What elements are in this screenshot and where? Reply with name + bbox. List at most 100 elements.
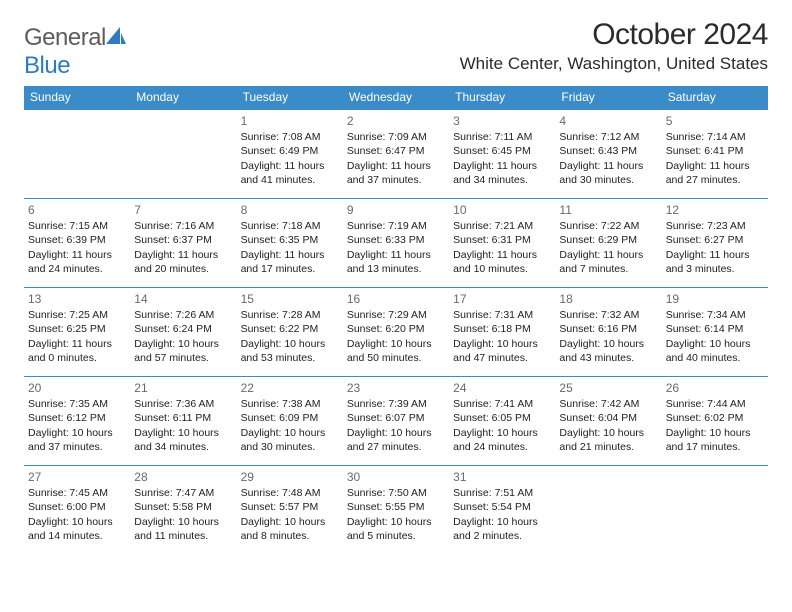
sunset-text: Sunset: 6:49 PM: [241, 144, 338, 158]
day-cell: 26Sunrise: 7:44 AMSunset: 6:02 PMDayligh…: [662, 377, 768, 465]
day-number: 15: [241, 291, 338, 307]
daylight-text: Daylight: 11 hours and 17 minutes.: [241, 248, 338, 276]
empty-cell: [130, 110, 236, 198]
title-block: October 2024 White Center, Washington, U…: [460, 18, 768, 74]
weekday-thursday: Thursday: [449, 86, 555, 109]
daylight-text: Daylight: 10 hours and 27 minutes.: [347, 426, 444, 454]
daylight-text: Daylight: 11 hours and 24 minutes.: [28, 248, 125, 276]
weekday-saturday: Saturday: [662, 86, 768, 109]
daylight-text: Daylight: 10 hours and 17 minutes.: [666, 426, 763, 454]
day-number: 10: [453, 202, 550, 218]
day-cell: 27Sunrise: 7:45 AMSunset: 6:00 PMDayligh…: [24, 466, 130, 554]
sunset-text: Sunset: 6:09 PM: [241, 411, 338, 425]
sunset-text: Sunset: 6:11 PM: [134, 411, 231, 425]
daylight-text: Daylight: 10 hours and 30 minutes.: [241, 426, 338, 454]
logo-text: GeneralBlue: [24, 24, 126, 80]
day-cell: 31Sunrise: 7:51 AMSunset: 5:54 PMDayligh…: [449, 466, 555, 554]
sunrise-text: Sunrise: 7:51 AM: [453, 486, 550, 500]
day-number: 23: [347, 380, 444, 396]
day-cell: 11Sunrise: 7:22 AMSunset: 6:29 PMDayligh…: [555, 199, 661, 287]
sunrise-text: Sunrise: 7:28 AM: [241, 308, 338, 322]
sunset-text: Sunset: 6:04 PM: [559, 411, 656, 425]
daylight-text: Daylight: 11 hours and 13 minutes.: [347, 248, 444, 276]
empty-cell: [662, 466, 768, 554]
sunrise-text: Sunrise: 7:31 AM: [453, 308, 550, 322]
daylight-text: Daylight: 10 hours and 50 minutes.: [347, 337, 444, 365]
logo-text-grey: General: [24, 24, 106, 51]
day-number: 19: [666, 291, 763, 307]
sunrise-text: Sunrise: 7:38 AM: [241, 397, 338, 411]
day-number: 21: [134, 380, 231, 396]
week-row: 27Sunrise: 7:45 AMSunset: 6:00 PMDayligh…: [24, 465, 768, 554]
sunrise-text: Sunrise: 7:35 AM: [28, 397, 125, 411]
sunset-text: Sunset: 6:41 PM: [666, 144, 763, 158]
daylight-text: Daylight: 11 hours and 0 minutes.: [28, 337, 125, 365]
daylight-text: Daylight: 11 hours and 41 minutes.: [241, 159, 338, 187]
day-cell: 4Sunrise: 7:12 AMSunset: 6:43 PMDaylight…: [555, 110, 661, 198]
daylight-text: Daylight: 10 hours and 40 minutes.: [666, 337, 763, 365]
calendar-grid: SundayMondayTuesdayWednesdayThursdayFrid…: [24, 86, 768, 554]
day-number: 22: [241, 380, 338, 396]
day-cell: 25Sunrise: 7:42 AMSunset: 6:04 PMDayligh…: [555, 377, 661, 465]
sunset-text: Sunset: 6:00 PM: [28, 500, 125, 514]
day-number: 24: [453, 380, 550, 396]
sunrise-text: Sunrise: 7:34 AM: [666, 308, 763, 322]
day-cell: 1Sunrise: 7:08 AMSunset: 6:49 PMDaylight…: [237, 110, 343, 198]
sunset-text: Sunset: 6:05 PM: [453, 411, 550, 425]
calendar-page: GeneralBlue October 2024 White Center, W…: [0, 0, 792, 554]
sunrise-text: Sunrise: 7:14 AM: [666, 130, 763, 144]
week-row: 20Sunrise: 7:35 AMSunset: 6:12 PMDayligh…: [24, 376, 768, 465]
day-cell: 9Sunrise: 7:19 AMSunset: 6:33 PMDaylight…: [343, 199, 449, 287]
weeks-container: 1Sunrise: 7:08 AMSunset: 6:49 PMDaylight…: [24, 109, 768, 554]
sunset-text: Sunset: 6:31 PM: [453, 233, 550, 247]
week-row: 1Sunrise: 7:08 AMSunset: 6:49 PMDaylight…: [24, 109, 768, 198]
daylight-text: Daylight: 10 hours and 57 minutes.: [134, 337, 231, 365]
day-cell: 6Sunrise: 7:15 AMSunset: 6:39 PMDaylight…: [24, 199, 130, 287]
day-number: 20: [28, 380, 125, 396]
daylight-text: Daylight: 10 hours and 43 minutes.: [559, 337, 656, 365]
sunrise-text: Sunrise: 7:19 AM: [347, 219, 444, 233]
sunrise-text: Sunrise: 7:23 AM: [666, 219, 763, 233]
sunrise-text: Sunrise: 7:25 AM: [28, 308, 125, 322]
sunset-text: Sunset: 6:35 PM: [241, 233, 338, 247]
sunrise-text: Sunrise: 7:48 AM: [241, 486, 338, 500]
weekday-tuesday: Tuesday: [237, 86, 343, 109]
day-cell: 18Sunrise: 7:32 AMSunset: 6:16 PMDayligh…: [555, 288, 661, 376]
day-cell: 15Sunrise: 7:28 AMSunset: 6:22 PMDayligh…: [237, 288, 343, 376]
sunset-text: Sunset: 6:43 PM: [559, 144, 656, 158]
day-cell: 29Sunrise: 7:48 AMSunset: 5:57 PMDayligh…: [237, 466, 343, 554]
sunset-text: Sunset: 6:24 PM: [134, 322, 231, 336]
sunset-text: Sunset: 5:55 PM: [347, 500, 444, 514]
sunset-text: Sunset: 6:27 PM: [666, 233, 763, 247]
page-header: GeneralBlue October 2024 White Center, W…: [24, 18, 768, 80]
sunrise-text: Sunrise: 7:47 AM: [134, 486, 231, 500]
empty-cell: [24, 110, 130, 198]
daylight-text: Daylight: 11 hours and 37 minutes.: [347, 159, 444, 187]
day-number: 27: [28, 469, 125, 485]
daylight-text: Daylight: 10 hours and 11 minutes.: [134, 515, 231, 543]
sunrise-text: Sunrise: 7:16 AM: [134, 219, 231, 233]
sunset-text: Sunset: 6:25 PM: [28, 322, 125, 336]
day-cell: 22Sunrise: 7:38 AMSunset: 6:09 PMDayligh…: [237, 377, 343, 465]
sunrise-text: Sunrise: 7:50 AM: [347, 486, 444, 500]
day-number: 12: [666, 202, 763, 218]
sunrise-text: Sunrise: 7:12 AM: [559, 130, 656, 144]
sunset-text: Sunset: 5:58 PM: [134, 500, 231, 514]
day-number: 26: [666, 380, 763, 396]
day-cell: 13Sunrise: 7:25 AMSunset: 6:25 PMDayligh…: [24, 288, 130, 376]
sunset-text: Sunset: 6:18 PM: [453, 322, 550, 336]
day-cell: 7Sunrise: 7:16 AMSunset: 6:37 PMDaylight…: [130, 199, 236, 287]
sunset-text: Sunset: 6:47 PM: [347, 144, 444, 158]
day-number: 30: [347, 469, 444, 485]
day-cell: 28Sunrise: 7:47 AMSunset: 5:58 PMDayligh…: [130, 466, 236, 554]
sunrise-text: Sunrise: 7:42 AM: [559, 397, 656, 411]
day-cell: 3Sunrise: 7:11 AMSunset: 6:45 PMDaylight…: [449, 110, 555, 198]
daylight-text: Daylight: 11 hours and 10 minutes.: [453, 248, 550, 276]
week-row: 13Sunrise: 7:25 AMSunset: 6:25 PMDayligh…: [24, 287, 768, 376]
day-cell: 24Sunrise: 7:41 AMSunset: 6:05 PMDayligh…: [449, 377, 555, 465]
weekday-wednesday: Wednesday: [343, 86, 449, 109]
day-number: 4: [559, 113, 656, 129]
daylight-text: Daylight: 10 hours and 34 minutes.: [134, 426, 231, 454]
day-number: 3: [453, 113, 550, 129]
sunrise-text: Sunrise: 7:21 AM: [453, 219, 550, 233]
